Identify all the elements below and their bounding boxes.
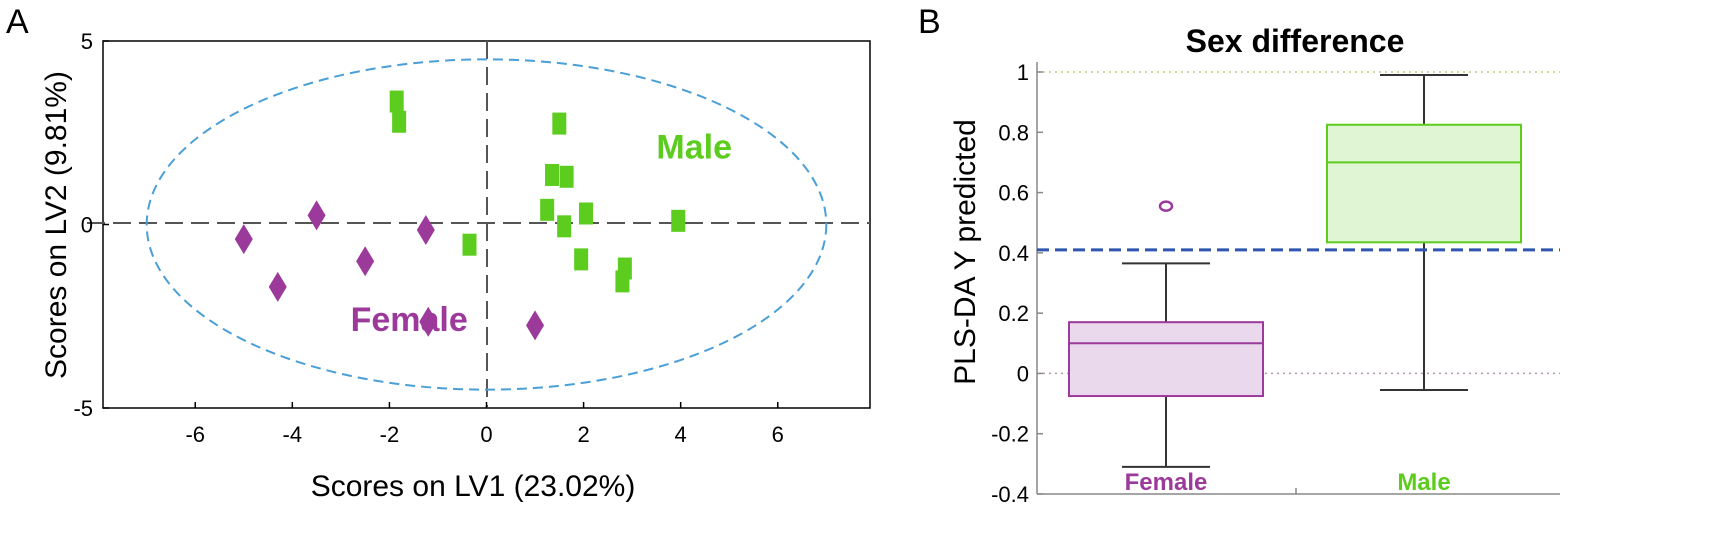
male-point bbox=[557, 215, 572, 238]
box-plot: Sex difference 1 0.8 0.6 0.4 0.2 0 -0.2 -0.4 Fe… bbox=[949, 23, 1560, 507]
confidence-ellipse bbox=[145, 58, 828, 391]
box-y-tick-label: 1 bbox=[1017, 60, 1029, 85]
male-point bbox=[389, 90, 404, 113]
box-y-tick-label: 0.8 bbox=[998, 120, 1029, 145]
x-tick-label: -2 bbox=[380, 422, 400, 447]
female-point bbox=[307, 200, 326, 231]
female-point bbox=[234, 224, 253, 255]
box-y-axis-ticks: 1 0.8 0.6 0.4 0.2 0 -0.2 -0.4 bbox=[991, 60, 1043, 507]
box-elements bbox=[1068, 74, 1522, 468]
box-y-tick-label: -0.2 bbox=[991, 422, 1029, 447]
x-axis-title: Scores on LV1 (23.02%) bbox=[311, 470, 636, 503]
category-label-male: Male bbox=[1397, 469, 1450, 496]
male-box bbox=[1326, 123, 1522, 244]
box-y-axis-title: PLS-DA Y predicted bbox=[949, 119, 982, 385]
scatter-plot: -6 -4 -2 0 2 4 6 5 0 -5 Male Female Scores on LV… bbox=[40, 29, 871, 503]
y-axis-ticks: 5 0 -5 bbox=[73, 29, 109, 421]
x-tick-label: 2 bbox=[577, 422, 589, 447]
panel-b-label: B bbox=[918, 3, 941, 41]
box-y-tick-label: 0.6 bbox=[998, 181, 1029, 206]
female-point bbox=[268, 271, 287, 302]
male-point bbox=[540, 198, 555, 221]
box-plot-title: Sex difference bbox=[1186, 23, 1405, 59]
female-point bbox=[526, 310, 545, 341]
male-point bbox=[462, 233, 477, 256]
x-tick-label: 6 bbox=[772, 422, 784, 447]
male-point bbox=[615, 270, 630, 293]
x-tick-label: 0 bbox=[480, 422, 492, 447]
y-tick-label: -5 bbox=[73, 396, 93, 421]
category-label-female: Female bbox=[1125, 469, 1208, 496]
female-group-label: Female bbox=[351, 301, 468, 339]
panel-a-label: A bbox=[6, 3, 29, 41]
male-point bbox=[574, 248, 589, 271]
male-point bbox=[552, 112, 567, 135]
male-point bbox=[671, 209, 686, 232]
female-point bbox=[419, 306, 438, 337]
box-y-tick-label: -0.4 bbox=[991, 482, 1029, 507]
y-tick-label: 5 bbox=[81, 29, 93, 54]
x-tick-label: -6 bbox=[185, 422, 205, 447]
male-group-label: Male bbox=[656, 128, 732, 166]
x-tick-label: -4 bbox=[283, 422, 303, 447]
y-axis-title: Scores on LV2 (9.81%) bbox=[40, 71, 73, 379]
male-point bbox=[392, 110, 407, 133]
female-point bbox=[416, 215, 435, 246]
female-box bbox=[1068, 321, 1264, 398]
x-tick-label: 4 bbox=[675, 422, 687, 447]
box-y-tick-label: 0.4 bbox=[998, 241, 1029, 266]
female-point bbox=[356, 246, 375, 277]
male-point bbox=[579, 202, 594, 225]
male-point bbox=[559, 165, 574, 188]
box-y-tick-label: 0.2 bbox=[998, 301, 1029, 326]
box-y-tick-label: 0 bbox=[1017, 361, 1029, 386]
y-tick-label: 0 bbox=[81, 213, 93, 238]
female-outlier bbox=[1158, 200, 1174, 212]
x-axis-ticks: -6 -4 -2 0 2 4 6 bbox=[185, 402, 784, 447]
male-point bbox=[545, 163, 560, 186]
scatter-points bbox=[234, 90, 686, 341]
